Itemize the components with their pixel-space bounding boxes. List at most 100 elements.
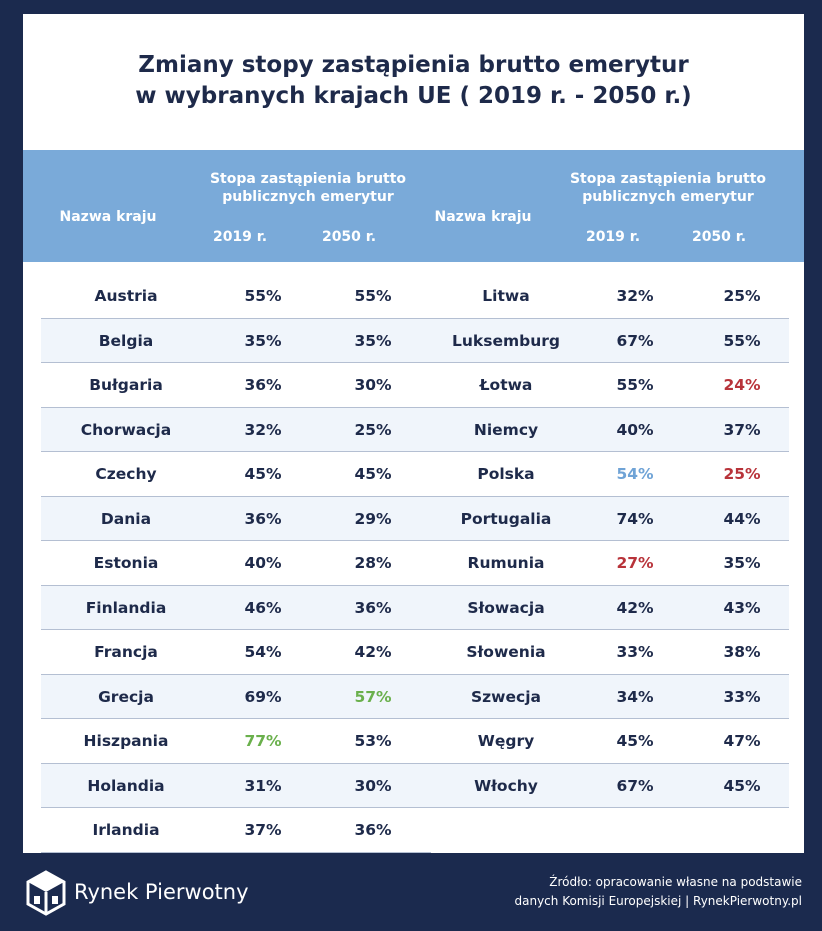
country-cell: Francja [94,643,158,661]
value-2050-cell: 55% [354,287,392,305]
value-2019-cell: 33% [616,643,654,661]
header-country-right: Nazwa kraju [434,209,532,225]
row-divider [431,540,789,541]
value-2050-cell: 36% [354,821,392,839]
rynek-pierwotny-logo-icon [26,870,66,916]
value-2019-cell: 35% [244,331,282,350]
row-divider [41,718,431,719]
value-2050-cell: 55% [723,331,761,350]
row-divider [41,584,431,586]
header-year1-left: 2019 r. [212,229,268,245]
header-group-right-line2: publicznych emerytur [582,189,754,205]
value-2019-cell: 45% [244,465,282,483]
value-2050-cell: 53% [354,732,392,750]
value-2050-cell: 44% [723,509,761,528]
row-band [431,318,789,363]
value-2019-cell: 32% [616,287,654,305]
country-cell: Litwa [482,287,530,305]
row-band [41,496,431,541]
row-band [431,763,789,808]
country-cell: Węgry [477,732,535,750]
value-2019-cell: 55% [616,376,654,394]
row-divider [41,406,431,408]
value-2019-cell: 77% [244,732,282,750]
row-band [431,674,789,719]
title-line-2: w wybranych krajach UE ( 2019 r. - 2050 … [135,83,692,109]
value-2019-cell: 36% [244,376,282,394]
value-2050-cell: 57% [354,687,392,706]
value-2019-cell: 27% [616,554,654,572]
value-2019-cell: 42% [616,598,654,617]
value-2050-cell: 25% [723,287,761,305]
row-divider [41,362,431,363]
row-divider [431,451,789,452]
row-divider [431,495,789,497]
header-group-left: Stopa zastąpienia brutto publicznych eme… [208,170,408,206]
value-2019-cell: 46% [244,598,282,617]
country-cell: Szwecja [471,687,541,706]
source-line-1: Źródło: opracowanie własne na podstawie [549,875,802,889]
value-2019-cell: 31% [244,776,282,795]
country-cell: Chorwacja [80,420,172,439]
country-cell: Hiszpania [83,732,169,750]
country-cell: Niemcy [473,420,539,439]
value-2050-cell: 30% [354,376,392,394]
row-band [431,407,789,452]
country-cell: Dania [100,509,152,528]
row-divider [431,673,789,675]
country-cell: Włochy [474,776,538,795]
header-year1-right: 2019 r. [585,229,641,245]
chart-title: Zmiany stopy zastąpienia brutto emerytur… [23,50,804,112]
row-divider [431,406,789,408]
row-band [41,674,431,719]
value-2050-cell: 45% [354,465,392,483]
source-note: Źródło: opracowanie własne na podstawie … [515,873,803,911]
country-cell: Czechy [95,465,157,483]
country-cell: Estonia [93,554,159,572]
value-2019-cell: 37% [244,821,282,839]
table-card: Zmiany stopy zastąpienia brutto emerytur… [23,14,804,853]
row-divider [41,451,431,452]
header-year2-right: 2050 r. [691,229,747,245]
row-divider [431,762,789,764]
header-group-left-line2: publicznych emerytur [222,189,394,205]
value-2050-cell: 25% [354,420,392,439]
country-cell: Łotwa [479,376,533,394]
row-divider [41,629,431,630]
value-2050-cell: 35% [723,554,761,572]
country-cell: Polska [477,465,535,483]
row-band [41,763,431,808]
source-line-2: danych Komisji Europejskiej | RynekPierw… [514,894,803,908]
value-2050-cell: 45% [723,776,761,795]
value-2050-cell: 33% [723,687,761,706]
row-divider [41,540,431,541]
row-divider [41,495,431,497]
row-divider [41,317,431,319]
row-divider [431,807,789,808]
country-cell: Grecja [98,687,154,706]
header-year2-left: 2050 r. [321,229,377,245]
country-cell: Finlandia [85,598,167,617]
value-2050-cell: 29% [354,509,392,528]
value-2019-cell: 67% [616,331,654,350]
value-2019-cell: 36% [244,509,282,528]
value-2050-cell: 28% [354,554,392,572]
country-cell: Rumunia [467,554,545,572]
value-2050-cell: 36% [354,598,392,617]
country-cell: Austria [94,287,158,305]
value-2019-cell: 67% [616,776,654,795]
value-2050-cell: 37% [723,420,761,439]
country-cell: Słowenia [466,643,546,661]
header-country-left: Nazwa kraju [59,209,157,225]
row-divider [431,362,789,363]
value-2019-cell: 69% [244,687,282,706]
value-2050-cell: 42% [354,643,392,661]
row-divider [431,629,789,630]
value-2050-cell: 47% [723,732,761,750]
value-2019-cell: 55% [244,287,282,305]
header-group-right: Stopa zastąpienia brutto publicznych eme… [568,170,768,206]
row-divider [41,851,431,853]
row-divider [41,673,431,675]
value-2019-cell: 32% [244,420,282,439]
country-cell: Irlandia [92,821,160,839]
